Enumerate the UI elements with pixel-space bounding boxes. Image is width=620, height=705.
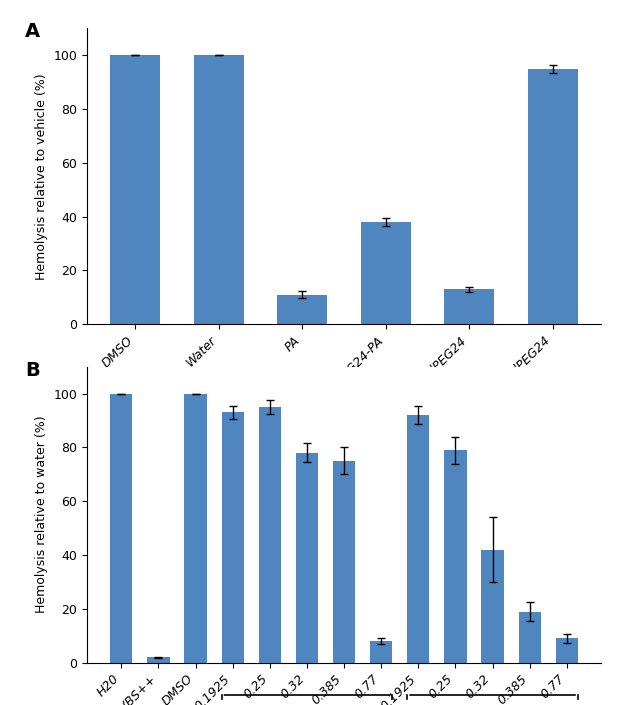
- Bar: [110, 55, 161, 324]
- Bar: [518, 611, 541, 663]
- Text: A: A: [25, 23, 40, 42]
- Bar: [148, 657, 170, 663]
- Bar: [193, 55, 244, 324]
- Bar: [296, 453, 318, 663]
- Bar: [184, 393, 206, 663]
- Text: B: B: [25, 361, 40, 380]
- Bar: [333, 461, 355, 663]
- Bar: [110, 393, 133, 663]
- Bar: [259, 407, 281, 663]
- Bar: [556, 639, 578, 663]
- Y-axis label: Hemolysis relative to vehicle (%): Hemolysis relative to vehicle (%): [35, 73, 48, 280]
- Bar: [528, 68, 578, 324]
- Bar: [482, 550, 504, 663]
- Bar: [361, 222, 411, 324]
- Y-axis label: Hemolysis relative to water (%): Hemolysis relative to water (%): [35, 416, 48, 613]
- Bar: [445, 289, 495, 324]
- Bar: [277, 295, 327, 324]
- Bar: [221, 412, 244, 663]
- Bar: [407, 415, 430, 663]
- Bar: [445, 450, 467, 663]
- Bar: [370, 641, 392, 663]
